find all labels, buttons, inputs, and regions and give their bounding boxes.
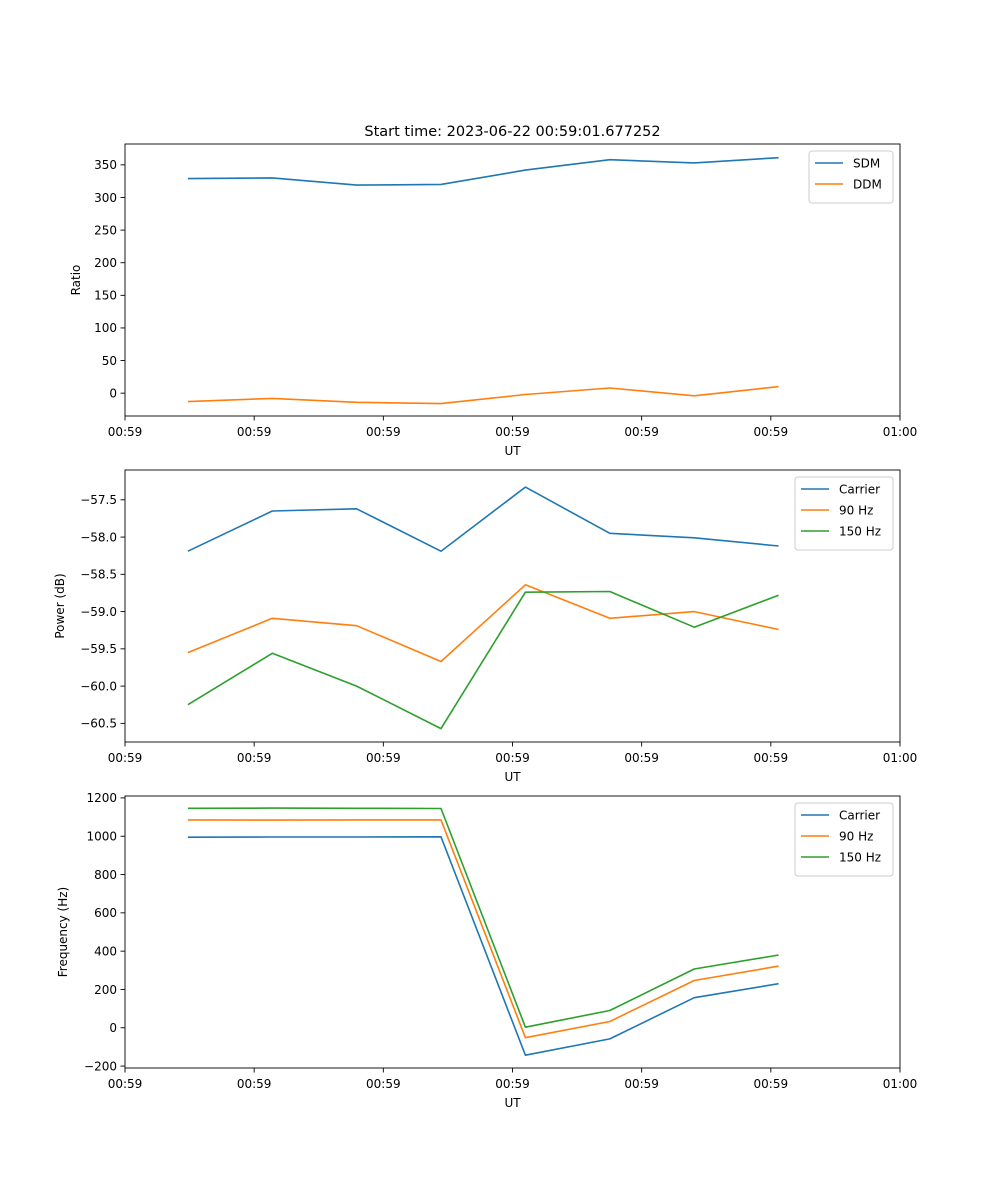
figure-title: Start time: 2023-06-22 00:59:01.677252: [364, 124, 660, 140]
y-tick-label: 0: [109, 386, 117, 400]
y-tick-label: 1000: [86, 830, 117, 844]
x-tick-label: 00:59: [754, 1077, 789, 1091]
y-axis-label: Power (dB): [53, 573, 67, 638]
series-line-sdm: [187, 156, 779, 186]
x-tick-label: 00:59: [495, 425, 530, 439]
x-tick-label: 00:59: [624, 425, 659, 439]
x-tick-label: 00:59: [754, 751, 789, 765]
x-axis-label: UT: [504, 770, 521, 784]
x-axis-label: UT: [504, 444, 521, 458]
legend-label: 150 Hz: [839, 851, 881, 865]
legend-label: 90 Hz: [839, 504, 873, 518]
x-tick-label: 00:59: [108, 751, 143, 765]
x-tick-label: 00:59: [366, 1077, 401, 1091]
x-tick-label: 00:59: [754, 425, 789, 439]
x-tick-label: 00:59: [237, 751, 272, 765]
y-tick-label: 50: [102, 354, 117, 368]
series-line-150-hz: [187, 807, 779, 1028]
series-line-ddm: [187, 385, 779, 405]
y-tick-label: 400: [94, 944, 117, 958]
y-tick-label: −60.0: [80, 679, 117, 693]
legend-label: Carrier: [839, 809, 880, 823]
series-line-90-hz: [187, 583, 779, 663]
x-tick-label: 00:59: [366, 751, 401, 765]
legend-label: DDM: [853, 178, 882, 192]
y-tick-label: −59.0: [80, 605, 117, 619]
x-tick-label: 00:59: [366, 425, 401, 439]
x-axis-label: UT: [504, 1096, 521, 1110]
y-tick-label: −57.5: [80, 493, 117, 507]
legend-label: Carrier: [839, 483, 880, 497]
legend-label: 90 Hz: [839, 830, 873, 844]
y-axis-label: Ratio: [69, 265, 83, 296]
y-tick-label: 350: [94, 158, 117, 172]
series-line-carrier: [187, 835, 779, 1056]
x-tick-label: 00:59: [624, 1077, 659, 1091]
y-tick-label: −58.5: [80, 568, 117, 582]
ratio-subplot: 00:59 00:59 00:59 00:59 00:59 00:59 01:00 0 50 10…: [69, 143, 918, 458]
x-tick-label: 00:59: [495, 751, 530, 765]
y-tick-label: 200: [94, 256, 117, 270]
y-tick-label: 0: [109, 1021, 117, 1035]
y-tick-label: 100: [94, 321, 117, 335]
x-tick-label: 00:59: [108, 1077, 143, 1091]
x-tick-label: 00:59: [495, 1077, 530, 1091]
y-tick-label: 200: [94, 983, 117, 997]
series-line-150-hz: [187, 590, 779, 730]
series-line-carrier: [187, 486, 779, 553]
y-tick-label: 600: [94, 906, 117, 920]
y-axis-label: Frequency (Hz): [56, 887, 70, 978]
power-subplot: 00:59 00:59 00:59 00:59 00:59 00:59 01:00 −60.5…: [53, 469, 918, 784]
x-tick-label: 01:00: [883, 425, 918, 439]
legend-label: 150 Hz: [839, 525, 881, 539]
x-tick-label: 00:59: [237, 1077, 272, 1091]
y-tick-label: 300: [94, 191, 117, 205]
y-tick-label: 150: [94, 289, 117, 303]
y-tick-label: 1200: [86, 791, 117, 805]
y-tick-label: −59.5: [80, 642, 117, 656]
series-line-90-hz: [187, 819, 779, 1039]
y-tick-label: 800: [94, 868, 117, 882]
x-tick-label: 00:59: [108, 425, 143, 439]
legend-box: [808, 150, 894, 204]
y-tick-label: −60.5: [80, 717, 117, 731]
x-tick-label: 01:00: [883, 1077, 918, 1091]
y-tick-label: −58.0: [80, 530, 117, 544]
x-tick-label: 00:59: [237, 425, 272, 439]
legend-label: SDM: [853, 157, 880, 171]
x-tick-label: 01:00: [883, 751, 918, 765]
x-tick-label: 00:59: [624, 751, 659, 765]
y-tick-label: −200: [84, 1059, 117, 1073]
frequency-subplot: 00:59 00:59 00:59 00:59 00:59 00:59 01:00 −200 0…: [56, 791, 917, 1110]
y-tick-label: 250: [94, 223, 117, 237]
